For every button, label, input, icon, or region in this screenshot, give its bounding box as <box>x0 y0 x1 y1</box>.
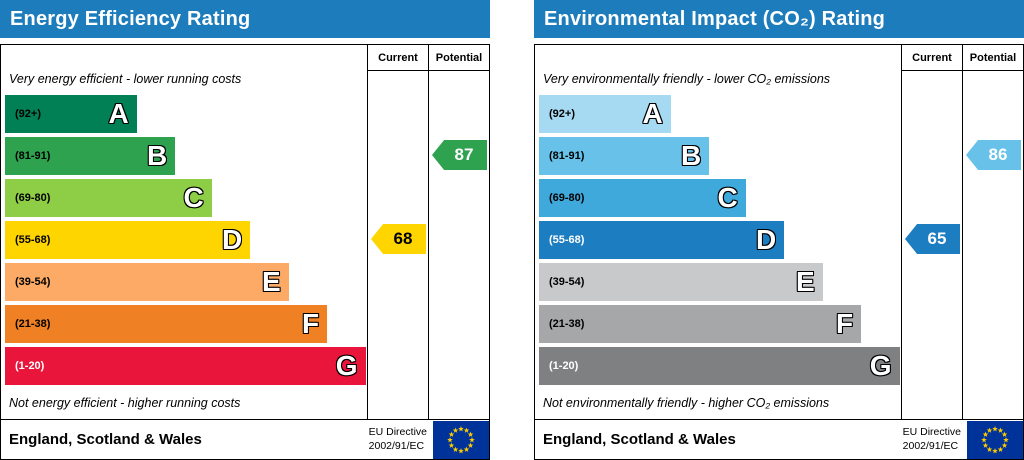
band-letter-d: D <box>221 224 243 255</box>
band-letter-g: G <box>335 350 358 381</box>
band-row-a: (92+) A <box>535 93 901 135</box>
energy-current-column: Current 68 <box>367 45 428 419</box>
directive-line2: 2002/91/EC <box>902 439 959 452</box>
energy-potential-header: Potential <box>429 45 489 71</box>
band-range-g: (1-20) <box>15 360 45 372</box>
band-range-d: (55-68) <box>549 234 585 246</box>
environmental-current-arrow-area: 65 <box>902 71 962 419</box>
band-range-c: (69-80) <box>549 192 585 204</box>
band-row-f: (21-38) F <box>535 303 901 345</box>
band-range-a: (92+) <box>15 108 41 120</box>
energy-potential-arrow-area: 87 <box>429 71 489 419</box>
environmental-potential-rating-arrow: 86 <box>966 140 1021 170</box>
band-range-b: (81-91) <box>15 150 51 162</box>
band-row-g: (1-20) G <box>535 345 901 387</box>
band-bar-f: (21-38) F <box>5 305 328 343</box>
band-range-f: (21-38) <box>15 318 51 330</box>
band-letter-g: G <box>869 350 892 381</box>
energy-eu-directive-label: EU Directive 2002/91/EC <box>369 426 433 452</box>
environmental-current-rating-arrow: 65 <box>905 224 960 254</box>
band-row-c: (69-80) C <box>535 177 901 219</box>
band-letter-d: D <box>755 224 777 255</box>
energy-top-caption: Very energy efficient - lower running co… <box>9 72 242 86</box>
band-range-c: (69-80) <box>15 192 51 204</box>
energy-efficiency-chart: Energy Efficiency Rating Very energy eff… <box>0 0 490 460</box>
band-bar-e: (39-54) E <box>539 263 823 301</box>
environmental-potential-arrow-area: 86 <box>963 71 1023 419</box>
environmental-potential-column: Potential 86 <box>962 45 1023 419</box>
band-bar-b: (81-91) B <box>5 137 176 175</box>
band-letter-e: E <box>261 266 281 297</box>
energy-chart-footer: England, Scotland & Wales EU Directive 2… <box>0 420 490 460</box>
band-range-d: (55-68) <box>15 234 51 246</box>
directive-line2: 2002/91/EC <box>368 439 425 452</box>
band-letter-b: B <box>680 140 702 171</box>
band-bar-a: (92+) A <box>5 95 137 133</box>
band-range-f: (21-38) <box>549 318 585 330</box>
band-row-d: (55-68) D <box>1 219 367 261</box>
band-row-b: (81-91) B <box>535 135 901 177</box>
environmental-potential-header: Potential <box>963 45 1023 71</box>
environmental-impact-chart: Environmental Impact (CO₂) Rating Very e… <box>534 0 1024 460</box>
band-row-e: (39-54) E <box>535 261 901 303</box>
band-row-d: (55-68) D <box>535 219 901 261</box>
band-letter-a: A <box>108 98 129 129</box>
environmental-rating-table: Very environmentally friendly - lower CO… <box>534 44 1024 420</box>
energy-potential-rating-arrow: 87 <box>432 140 487 170</box>
band-letter-f: F <box>835 308 854 339</box>
band-bar-f: (21-38) F <box>539 305 862 343</box>
band-bar-g: (1-20) G <box>5 347 366 385</box>
energy-region-label: England, Scotland & Wales <box>9 431 202 448</box>
band-row-g: (1-20) G <box>1 345 367 387</box>
energy-rating-bands: (92+) A (81-91) B (69-80) C <box>1 93 367 387</box>
environmental-current-header: Current <box>902 45 962 71</box>
eu-flag-icon <box>433 420 489 459</box>
band-row-f: (21-38) F <box>1 303 367 345</box>
band-letter-c: C <box>183 182 204 213</box>
band-row-a: (92+) A <box>1 93 367 135</box>
energy-bottom-caption: Not energy efficient - higher running co… <box>9 396 241 410</box>
directive-line1: EU Directive <box>368 426 427 439</box>
energy-rating-table: Very energy efficient - lower running co… <box>0 44 490 420</box>
band-row-c: (69-80) C <box>1 177 367 219</box>
directive-line1: EU Directive <box>902 426 961 439</box>
energy-current-header: Current <box>368 45 428 71</box>
energy-potential-column: Potential 87 <box>428 45 489 419</box>
band-letter-c: C <box>717 182 738 213</box>
environmental-chart-title: Environmental Impact (CO₂) Rating <box>534 0 1024 38</box>
band-range-b: (81-91) <box>549 150 585 162</box>
band-letter-e: E <box>795 266 815 297</box>
environmental-current-column: Current 65 <box>901 45 962 419</box>
band-bar-b: (81-91) B <box>539 137 710 175</box>
band-row-e: (39-54) E <box>1 261 367 303</box>
band-bar-c: (69-80) C <box>5 179 212 217</box>
band-range-e: (39-54) <box>15 276 51 288</box>
environmental-eu-directive-label: EU Directive 2002/91/EC <box>903 426 967 452</box>
environmental-region-label: England, Scotland & Wales <box>543 431 736 448</box>
energy-chart-title: Energy Efficiency Rating <box>0 0 490 38</box>
environmental-bottom-caption: Not environmentally friendly - higher CO… <box>543 396 830 410</box>
band-bar-d: (55-68) D <box>539 221 785 259</box>
band-bar-c: (69-80) C <box>539 179 746 217</box>
band-range-e: (39-54) <box>549 276 585 288</box>
band-bar-d: (55-68) D <box>5 221 251 259</box>
band-bar-g: (1-20) G <box>539 347 900 385</box>
band-bar-a: (92+) A <box>539 95 671 133</box>
energy-current-rating-arrow: 68 <box>371 224 426 254</box>
band-row-b: (81-91) B <box>1 135 367 177</box>
band-bar-e: (39-54) E <box>5 263 289 301</box>
energy-rating-scale: Very energy efficient - lower running co… <box>1 45 367 419</box>
eu-flag-icon <box>967 420 1023 459</box>
energy-current-arrow-area: 68 <box>368 71 428 419</box>
band-letter-b: B <box>146 140 168 171</box>
environmental-chart-footer: England, Scotland & Wales EU Directive 2… <box>534 420 1024 460</box>
band-letter-f: F <box>301 308 320 339</box>
environmental-rating-bands: (92+) A (81-91) B (69-80) C <box>535 93 901 387</box>
environmental-top-caption: Very environmentally friendly - lower CO… <box>543 72 831 86</box>
band-range-a: (92+) <box>549 108 575 120</box>
band-letter-a: A <box>642 98 663 129</box>
band-range-g: (1-20) <box>549 360 579 372</box>
environmental-rating-scale: Very environmentally friendly - lower CO… <box>535 45 901 419</box>
